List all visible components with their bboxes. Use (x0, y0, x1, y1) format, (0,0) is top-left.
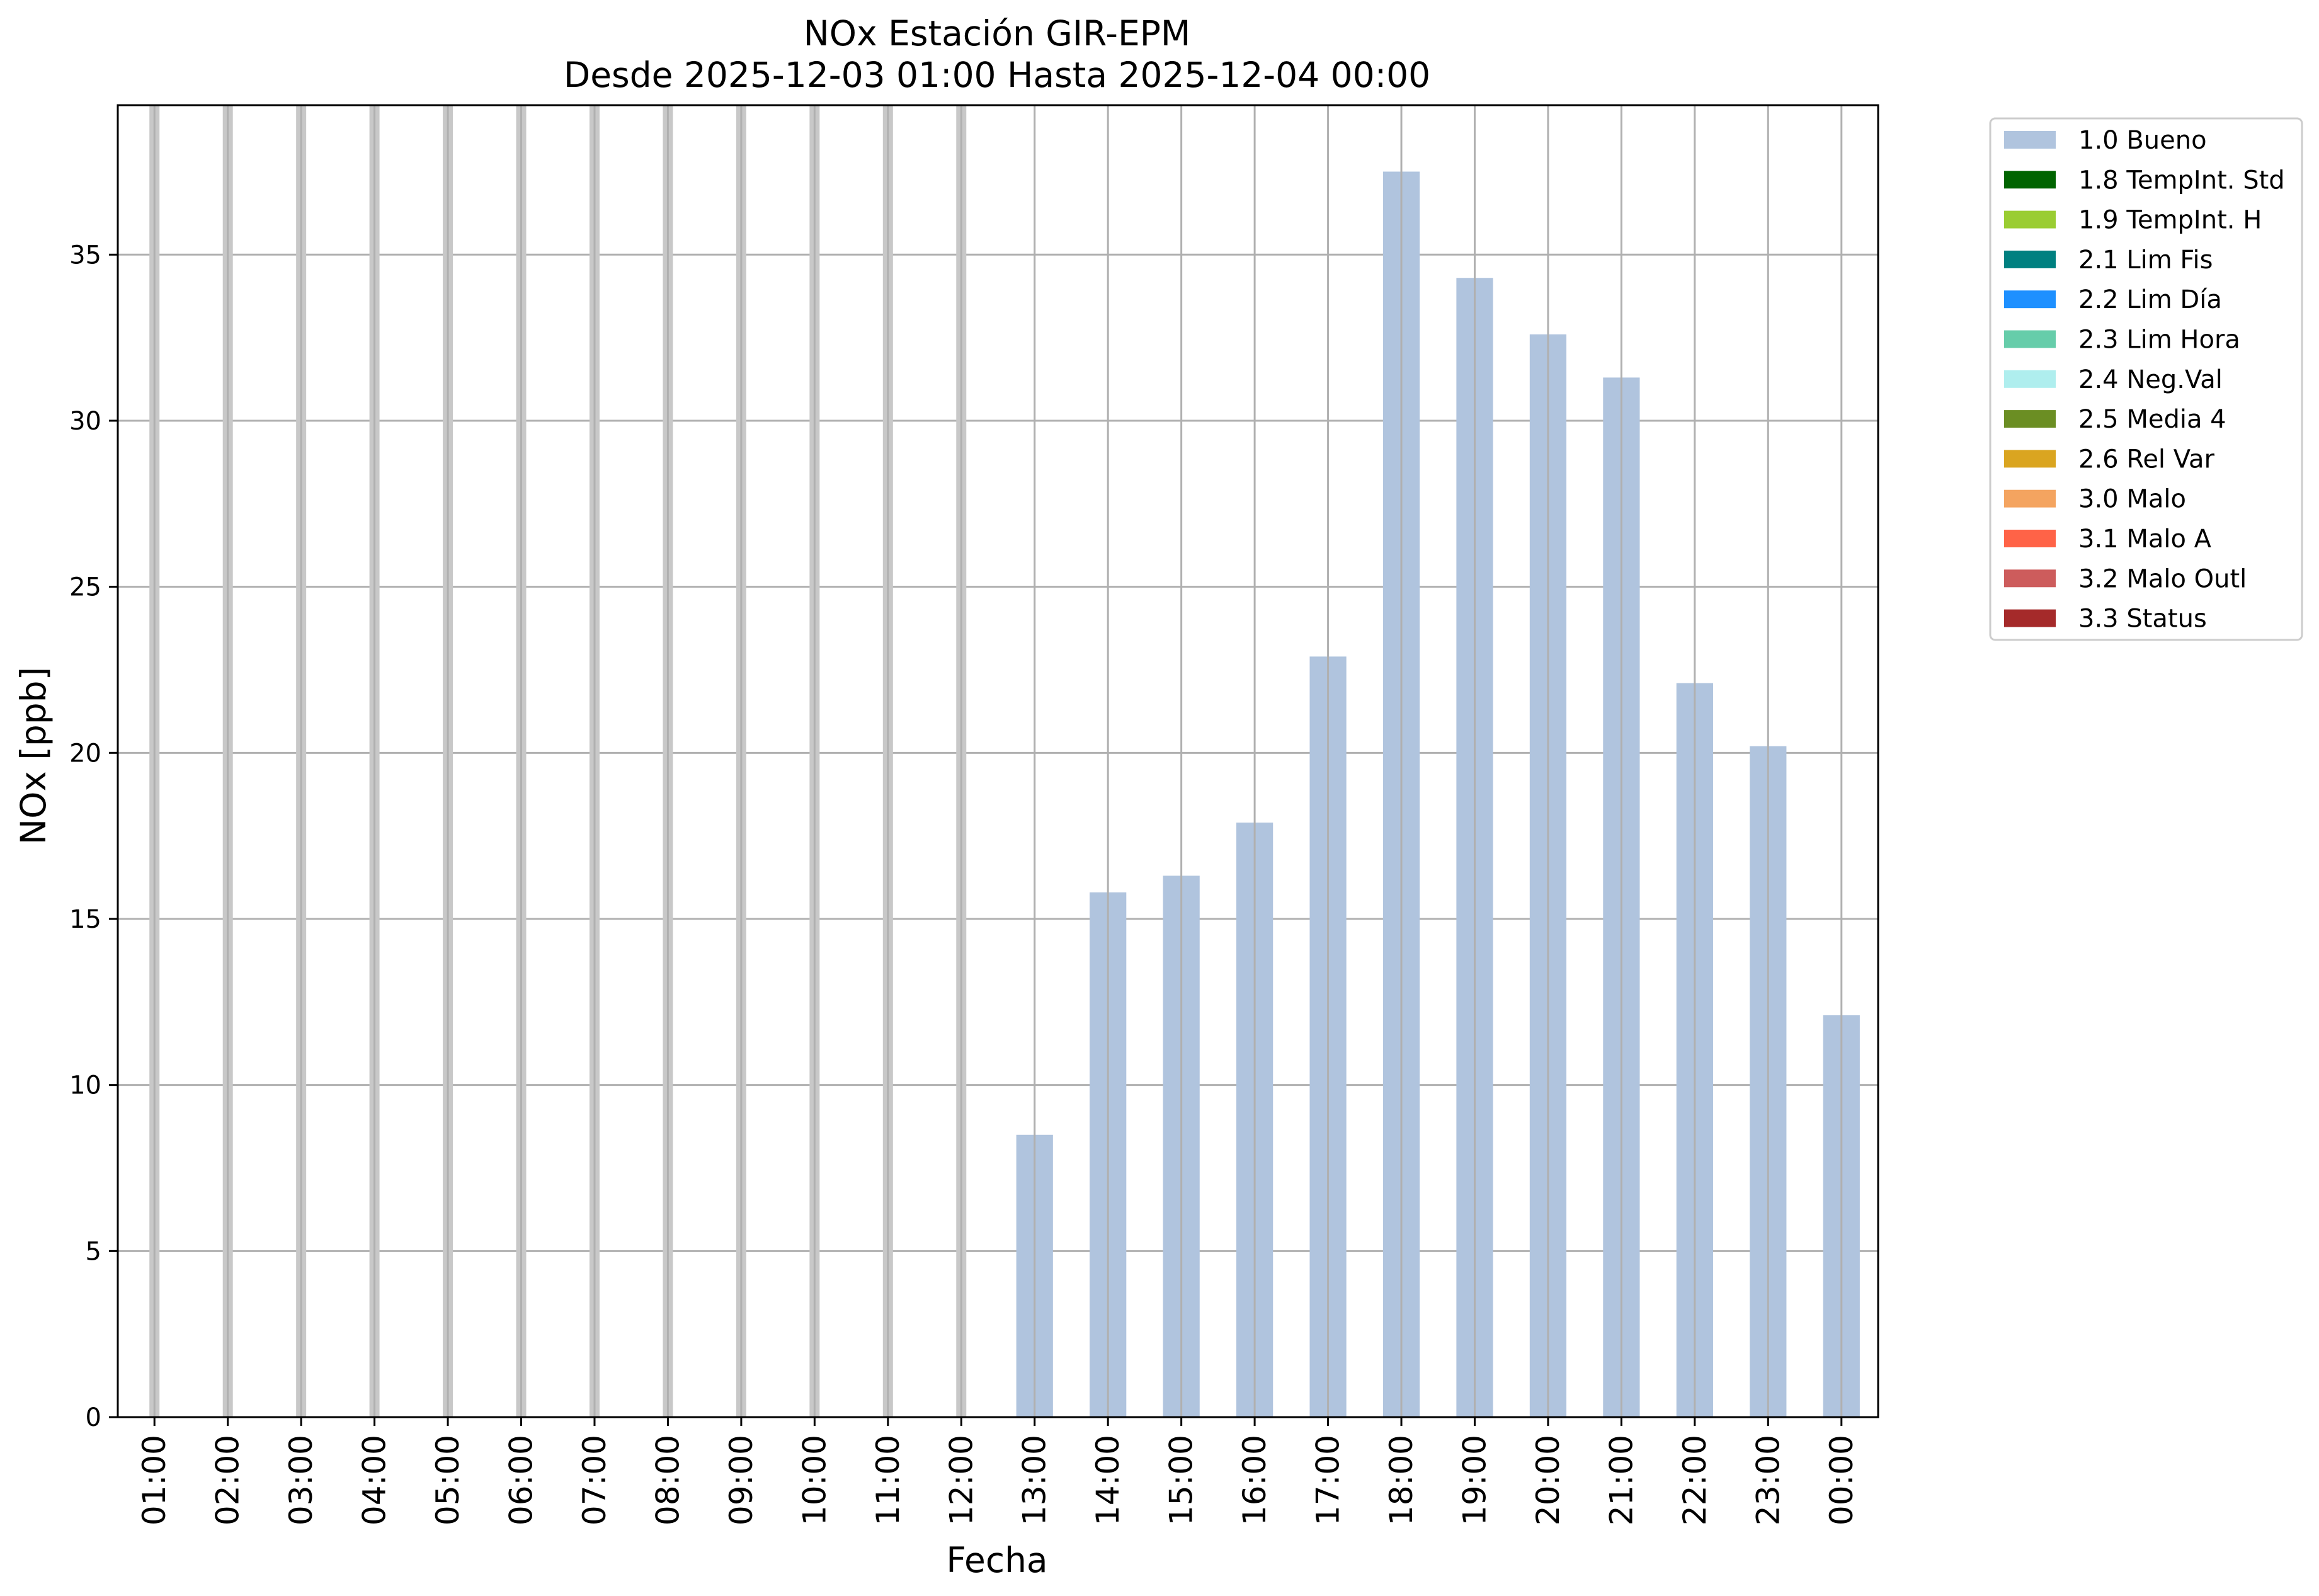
legend-label: 2.3 Lim Hora (2078, 326, 2240, 355)
x-tick-label: 13:00 (1017, 1435, 1053, 1525)
chart-title: NOx Estación GIR-EPM (804, 13, 1191, 54)
x-tick-label: 04:00 (356, 1435, 393, 1525)
legend-swatch (2004, 370, 2056, 388)
x-tick-label: 23:00 (1750, 1435, 1786, 1525)
x-tick-label: 14:00 (1090, 1435, 1126, 1525)
legend-swatch (2004, 530, 2056, 547)
legend-swatch (2004, 569, 2056, 588)
y-tick-label: 25 (69, 573, 101, 602)
y-tick-label: 35 (69, 241, 101, 270)
x-tick-label: 03:00 (283, 1435, 319, 1525)
x-tick-label: 05:00 (430, 1435, 466, 1525)
x-tick-label: 08:00 (649, 1435, 686, 1525)
y-tick-label: 30 (69, 407, 101, 436)
legend-label: 1.8 TempInt. Std (2078, 166, 2285, 195)
legend-label: 1.9 TempInt. H (2078, 206, 2262, 235)
x-tick-label: 20:00 (1530, 1435, 1566, 1525)
legend-label: 2.5 Media 4 (2078, 405, 2226, 434)
x-tick-label: 02:00 (210, 1435, 246, 1525)
y-tick-label: 0 (86, 1403, 101, 1432)
legend-swatch (2004, 609, 2056, 627)
legend-label: 2.2 Lim Día (2078, 285, 2222, 314)
x-tick-label: 16:00 (1236, 1435, 1273, 1525)
x-tick-label: 15:00 (1163, 1435, 1200, 1525)
legend-label: 3.3 Status (2078, 605, 2207, 634)
y-tick-label: 10 (69, 1071, 101, 1100)
x-tick-label: 07:00 (576, 1435, 613, 1525)
legend-frame (1989, 117, 2303, 641)
legend-label: 2.4 Neg.Val (2078, 365, 2223, 394)
chart-subtitle: Desde 2025-12-03 01:00 Hasta 2025-12-04 … (564, 55, 1430, 95)
grid-layer (118, 253, 1878, 1252)
x-tick-label: 17:00 (1310, 1435, 1347, 1525)
legend-label: 2.1 Lim Fis (2078, 246, 2213, 275)
bars-layer (1016, 171, 1860, 1418)
legend-swatch (2004, 290, 2056, 309)
y-axis-label: NOx [ppb] (13, 667, 54, 845)
y-tick-label: 20 (69, 739, 101, 768)
x-tick-label: 22:00 (1677, 1435, 1713, 1525)
x-tick-label: 10:00 (796, 1435, 833, 1525)
legend-label: 1.0 Bueno (2078, 126, 2207, 155)
legend-swatch (2004, 410, 2056, 428)
x-axis: 01:00 02:00 03:00 04:00 05:00 06:00 07:00 08:00… (136, 1417, 1860, 1525)
x-tick-label: 09:00 (723, 1435, 760, 1525)
legend-swatch (2004, 171, 2056, 189)
legend-items: 1.0 Bueno 1.8 TempInt. Std 1.9 TempInt. H 2… (2004, 126, 2285, 634)
x-tick-label: 21:00 (1603, 1435, 1639, 1525)
x-tick-label: 18:00 (1383, 1435, 1420, 1525)
x-tick-label: 19:00 (1456, 1435, 1493, 1525)
legend-label: 3.0 Malo (2078, 485, 2186, 514)
legend-swatch (2004, 131, 2056, 149)
legend-swatch (2004, 210, 2056, 229)
x-axis-label: Fecha (946, 1540, 1047, 1580)
legend-label: 3.1 Malo A (2078, 525, 2212, 554)
y-tick-label: 15 (69, 905, 101, 934)
vertical-grid-layer (149, 105, 1843, 1417)
plot-frame (117, 104, 1879, 1418)
legend-swatch (2004, 489, 2056, 508)
x-tick-label: 00:00 (1823, 1435, 1860, 1525)
x-tick-label: 12:00 (943, 1435, 979, 1525)
legend-swatch (2004, 250, 2056, 268)
legend: 1.0 Bueno 1.8 TempInt. Std 1.9 TempInt. H 2… (1989, 117, 2303, 641)
y-tick-label: 5 (86, 1237, 101, 1266)
y-axis: 0 5 10 15 20 25 30 35 (69, 241, 118, 1432)
x-tick-label: 01:00 (136, 1435, 173, 1525)
legend-swatch (2004, 450, 2056, 468)
x-tick-label: 11:00 (870, 1435, 906, 1525)
x-tick-label: 06:00 (503, 1435, 540, 1525)
legend-label: 2.6 Rel Var (2078, 445, 2215, 474)
legend-swatch (2004, 330, 2056, 348)
legend-label: 3.2 Malo Outl (2078, 564, 2247, 593)
